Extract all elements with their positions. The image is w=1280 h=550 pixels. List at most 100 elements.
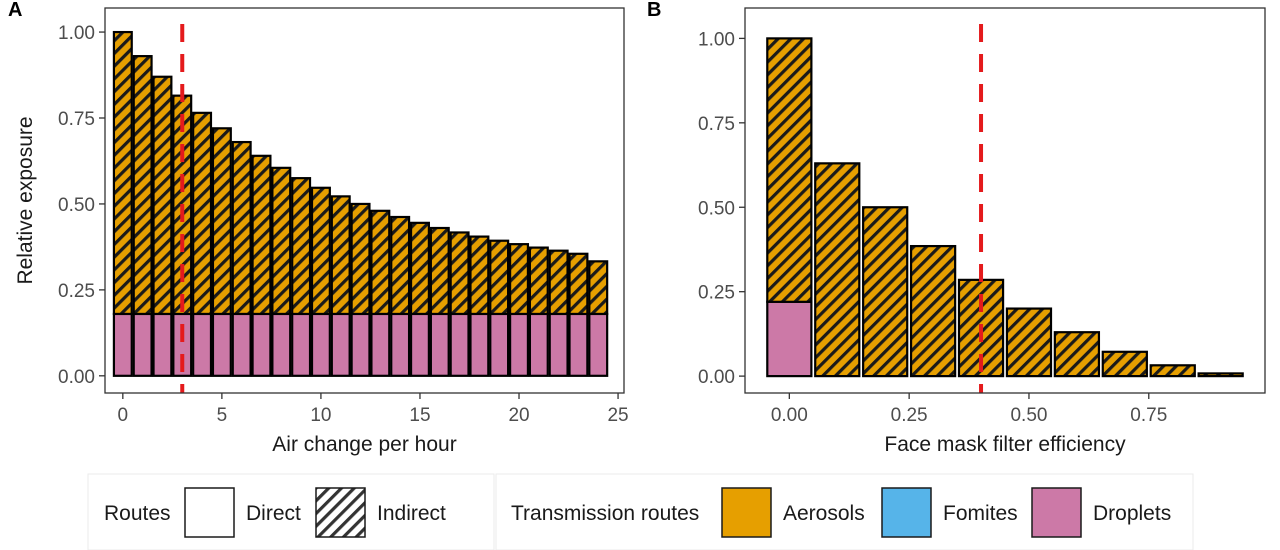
bar-aerosols: [449, 231, 470, 316]
bar-aerosols: [862, 206, 909, 378]
bar-droplets: [469, 312, 490, 377]
legend-label-aerosols: Aerosols: [783, 502, 865, 525]
bar-aerosols: [350, 202, 371, 316]
x-tick-label: 0.00: [771, 405, 808, 426]
bar-droplets: [152, 312, 173, 377]
panel-b-frame: [744, 7, 1266, 394]
bar-aerosols: [112, 30, 133, 316]
panel-a-x-axis: 0 5 10 15 20 25: [118, 393, 629, 426]
panel-a-frame: [104, 7, 625, 394]
bar-aerosols: [1149, 364, 1196, 378]
bar-aerosols: [588, 260, 609, 316]
legend-label-droplets: Droplets: [1093, 502, 1171, 525]
y-tick-label: 0.25: [58, 281, 95, 302]
bar-droplets: [310, 312, 331, 377]
legend-routes-title: Routes: [104, 502, 171, 525]
bar-droplets: [291, 312, 312, 377]
bar-droplets: [192, 312, 213, 377]
bar-aerosols: [508, 243, 530, 316]
x-tick-label: 15: [409, 405, 430, 426]
panel-a-tag: A: [8, 0, 22, 21]
y-tick-label: 0.50: [698, 198, 735, 219]
bar-droplets: [231, 312, 252, 377]
panel-b: B 0.000.250.500.751.00 0.00 0.25 0.50 0.75 …: [647, 0, 1266, 456]
legend-label-direct: Direct: [246, 502, 301, 525]
bar-aerosols: [390, 215, 411, 316]
bar-aerosols: [409, 221, 430, 316]
panel-a-y-axis-title: Relative exposure: [14, 116, 37, 284]
bar-aerosols: [1197, 372, 1244, 378]
bar-aerosols: [429, 226, 450, 316]
panel-a-bars: [112, 30, 609, 377]
bar-droplets: [449, 312, 470, 377]
bar-droplets: [429, 312, 450, 377]
bar-aerosols: [251, 154, 272, 316]
legend-label-fomites: Fomites: [943, 502, 1018, 525]
bar-aerosols: [1101, 350, 1148, 378]
bar-droplets: [409, 312, 430, 377]
bar-droplets: [370, 312, 391, 377]
bar-droplets: [330, 312, 351, 377]
bar-droplets: [568, 312, 589, 377]
legend-key-aerosols: [721, 487, 772, 538]
y-tick-label: 0.75: [698, 114, 735, 135]
bar-droplets: [390, 312, 411, 377]
bar-droplets: [112, 312, 133, 377]
bar-droplets: [211, 312, 232, 377]
bar-aerosols: [568, 252, 589, 316]
panel-b-bars: [766, 37, 1244, 378]
y-tick-label: 0.00: [58, 367, 95, 388]
bar-droplets: [588, 312, 609, 377]
bar-aerosols: [370, 209, 391, 316]
x-tick-label: 5: [217, 405, 228, 426]
y-tick-label: 0.75: [58, 109, 95, 130]
panel-a-y-axis: 0.00 0.25 0.50 0.75 1.00: [58, 23, 105, 388]
x-tick-label: 0.25: [891, 405, 928, 426]
bar-aerosols: [231, 140, 252, 316]
bar-aerosols: [271, 166, 292, 316]
bar-droplets: [548, 312, 569, 377]
bar-droplets: [271, 312, 292, 377]
y-tick-label: 1.00: [698, 29, 735, 50]
bar-aerosols: [766, 37, 813, 303]
x-tick-label: 0.75: [1130, 405, 1167, 426]
panel-a: A 0.00 0.25 0.50 0.75 1.00 0 5 10 15 20 25 Air ch…: [8, 0, 629, 456]
bar-aerosols: [469, 235, 490, 316]
bar-aerosols: [152, 75, 173, 316]
panel-a-x-axis-title: Air change per hour: [272, 433, 456, 456]
panel-b-tag: B: [647, 0, 661, 21]
legend-key-fomites: [881, 487, 932, 538]
x-tick-label: 10: [310, 405, 331, 426]
bar-aerosols: [211, 127, 232, 316]
legend-label-indirect: Indirect: [377, 502, 446, 525]
legend: Routes Direct Indirect Transmission rout…: [87, 473, 1194, 550]
panel-b-x-axis-title: Face mask filter efficiency: [884, 433, 1126, 456]
bar-aerosols: [1053, 331, 1101, 378]
bar-droplets: [251, 312, 272, 377]
bar-aerosols: [1005, 307, 1053, 378]
bar-aerosols: [192, 111, 213, 316]
bar-droplets: [350, 312, 371, 377]
bar-aerosols: [489, 239, 510, 316]
legend-transmission-box: [495, 473, 1194, 550]
legend-key-indirect: [315, 487, 366, 538]
x-tick-label: 0.50: [1010, 405, 1047, 426]
legend-key-direct: [184, 487, 235, 538]
legend-key-droplets: [1031, 487, 1082, 538]
legend-transmission-title: Transmission routes: [511, 502, 699, 525]
y-tick-label: 0.25: [698, 283, 735, 304]
bar-droplets: [132, 312, 153, 377]
x-tick-label: 0: [118, 405, 129, 426]
y-tick-label: 0.50: [58, 195, 95, 216]
bar-aerosols: [291, 177, 312, 316]
bar-aerosols: [909, 244, 957, 378]
y-tick-label: 1.00: [58, 23, 95, 44]
panel-b-y-axis: 0.00 0.25 0.50 0.75 1.00: [698, 29, 745, 388]
x-tick-label: 25: [607, 405, 628, 426]
bar-aerosols: [310, 186, 331, 316]
bar-droplets: [528, 312, 549, 377]
x-tick-label: 20: [508, 405, 529, 426]
panel-b-x-axis: 0.00 0.25 0.50 0.75: [771, 393, 1167, 426]
bar-aerosols: [528, 246, 549, 316]
